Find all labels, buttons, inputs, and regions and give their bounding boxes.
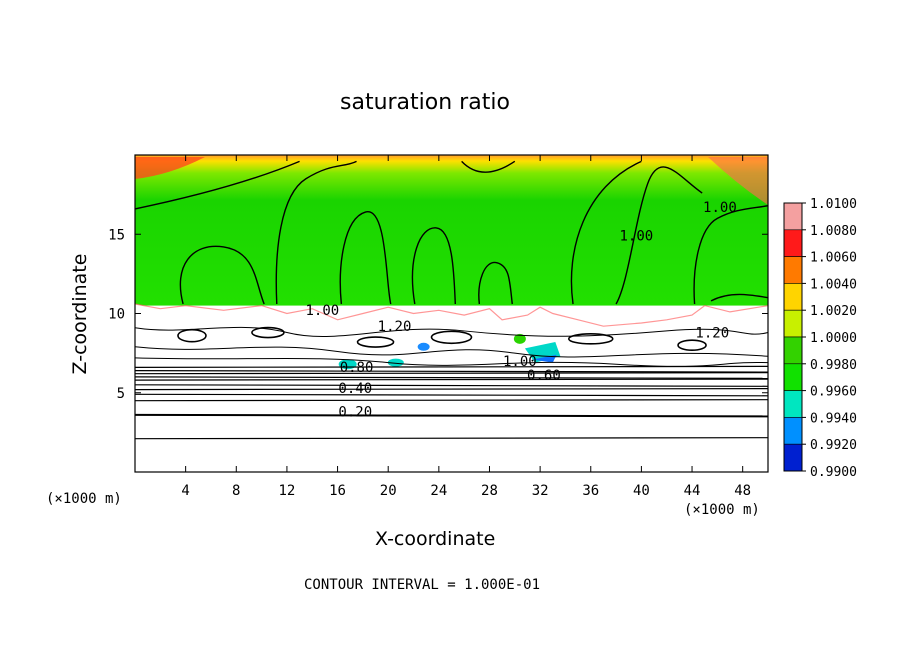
x-tick-label: 36 [582, 483, 599, 499]
colorbar-swatch [783, 256, 803, 284]
cloud-cell-contour [567, 333, 614, 345]
contour-label: 1.00 [503, 354, 537, 370]
contour-label: 1.00 [703, 200, 737, 216]
x-tick-label: 44 [684, 483, 701, 499]
y-tick-label: 5 [117, 386, 125, 402]
moist-contour [615, 166, 703, 305]
dry-contour-line [134, 378, 769, 381]
colorbar-swatch [783, 390, 803, 418]
x-unit-left: (×1000 m) [46, 491, 122, 507]
x-tick-label: 28 [481, 483, 498, 499]
moist-contour [275, 160, 357, 305]
x-tick-label: 8 [232, 483, 240, 499]
contour-interval-note: CONTOUR INTERVAL = 1.000E-01 [304, 577, 541, 593]
colorbar-label: 0.9960 [810, 385, 857, 400]
colorbar-swatch [783, 443, 803, 472]
x-axis-label: X-coordinate [375, 528, 496, 550]
moist-contour [570, 160, 642, 305]
contour-label: 1.20 [695, 325, 729, 341]
x-tick-label: 32 [532, 483, 549, 499]
colorbar-label: 1.0000 [810, 331, 857, 346]
colorbar-swatch [783, 229, 803, 257]
boundary-fringe [134, 303, 769, 327]
blue-patch-2 [417, 342, 430, 351]
colorbar-swatch [783, 283, 803, 311]
contour-label: 0.40 [338, 381, 372, 397]
cloud-cell-contour [177, 328, 207, 343]
moist-contour [179, 245, 265, 305]
contour-label: 1.00 [306, 303, 340, 319]
colorbar-label: 0.9980 [810, 358, 857, 373]
colorbar-label: 1.0060 [810, 251, 857, 266]
colorbar-label: 1.0080 [810, 224, 857, 239]
x-tick-label: 12 [278, 483, 295, 499]
contour-label: 1.20 [378, 319, 412, 335]
dry-layer-fill [135, 304, 768, 472]
cloud-cell-contour [251, 326, 285, 339]
colorbar-label: 1.0100 [810, 197, 857, 212]
chart-title: saturation ratio [340, 90, 510, 115]
cloud-cell-contour [677, 339, 707, 352]
colorbar-label: 0.9900 [810, 465, 857, 480]
x-tick-label: 4 [181, 483, 189, 499]
moist-contour [134, 160, 300, 210]
x-unit-right: (×1000 m) [684, 502, 760, 518]
contour-label: 0.80 [340, 360, 374, 376]
x-tick-label: 16 [329, 483, 346, 499]
colorbar-swatch [783, 309, 803, 338]
moist-contour [710, 293, 769, 302]
colorbar-swatch [783, 363, 803, 391]
dry-contour-line [134, 376, 769, 379]
colorbar-swatch [783, 336, 803, 365]
x-tick-label: 20 [380, 483, 397, 499]
cloud-band-contour [134, 326, 769, 338]
contour-label: 0.60 [527, 368, 561, 384]
dry-contour-line [134, 413, 769, 418]
dry-contour-line [134, 370, 769, 373]
cloud-band-contour [134, 357, 769, 367]
x-tick-label: 24 [430, 483, 447, 499]
x-tick-label: 40 [633, 483, 650, 499]
y-tick-label: 10 [108, 307, 125, 323]
cyan-patch-3 [387, 358, 404, 367]
dry-contour-line [134, 384, 769, 387]
contour-label: 1.00 [619, 229, 653, 245]
cloud-band-contour [134, 346, 769, 358]
y-tick-label: 15 [108, 227, 125, 243]
green-patch-1 [513, 333, 526, 344]
cloud-cell-contour [430, 330, 473, 345]
x-tick-label: 48 [734, 483, 751, 499]
colorbar-label: 1.0020 [810, 304, 857, 319]
moist-contour [461, 160, 516, 173]
colorbar-label: 1.0040 [810, 277, 857, 292]
dry-contour-line [134, 372, 769, 375]
dry-contour-line [134, 388, 769, 391]
colorbar-swatch [783, 202, 803, 231]
colorbar-label: 0.9940 [810, 411, 857, 426]
colorbar-label: 0.9920 [810, 438, 857, 453]
colorbar-swatch [783, 417, 803, 445]
dry-contour-line [134, 399, 769, 402]
moist-contour [693, 205, 769, 305]
top-right-red-patch [708, 157, 768, 205]
moist-layer-fill [135, 155, 768, 306]
y-axis-label: Z-coordinate [69, 253, 91, 375]
dry-contour-line [134, 393, 769, 397]
dry-contour-line [134, 437, 769, 440]
moist-contour [478, 262, 513, 305]
contour-label: 0.20 [338, 405, 372, 421]
cloud-cell-contour [356, 336, 395, 348]
top-left-red-patch [135, 157, 205, 179]
moist-contour [339, 211, 392, 305]
moist-contour [411, 227, 456, 305]
